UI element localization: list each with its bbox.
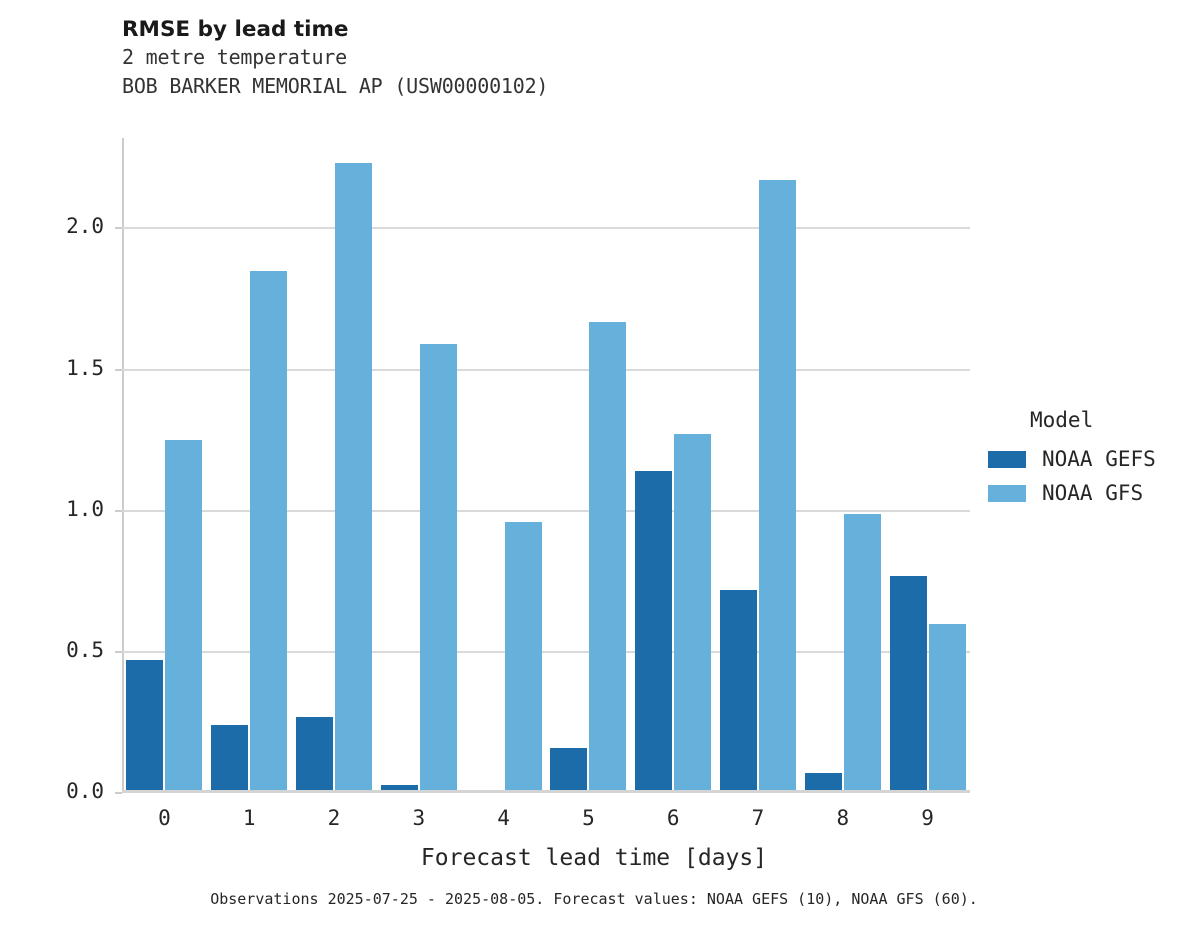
bar-group-day-9 xyxy=(885,138,970,793)
bar-noaa-gefs-day-6[interactable] xyxy=(635,471,673,793)
bar-group-day-4 xyxy=(461,138,546,793)
plot-area xyxy=(122,138,970,793)
y-tick-label-0.5: 0.5 xyxy=(66,637,104,662)
legend: Model NOAA GEFS NOAA GFS xyxy=(988,408,1156,512)
bar-noaa-gfs-day-4[interactable] xyxy=(504,521,542,793)
page-title: RMSE by lead time xyxy=(122,17,349,42)
y-tick-mark-2.0 xyxy=(115,227,122,230)
gridline-2.0 xyxy=(122,227,970,230)
bar-noaa-gfs-day-9[interactable] xyxy=(928,623,966,793)
bar-noaa-gfs-day-1[interactable] xyxy=(250,270,288,793)
y-tick-mark-1.5 xyxy=(115,368,122,371)
legend-item-noaa-gefs[interactable]: NOAA GEFS xyxy=(988,444,1156,474)
chart-subtitle-station: BOB BARKER MEMORIAL AP (USW00000102) xyxy=(122,73,549,98)
y-axis-spine xyxy=(122,138,124,793)
bar-noaa-gfs-day-7[interactable] xyxy=(758,180,796,793)
x-axis-label: Forecast lead time [days] xyxy=(420,845,768,871)
bar-noaa-gefs-day-1[interactable] xyxy=(211,725,249,793)
y-tick-mark-0.0 xyxy=(115,792,122,794)
bar-group-day-1 xyxy=(207,138,292,793)
y-tick-label-2.0: 2.0 xyxy=(66,214,104,239)
y-tick-mark-1.0 xyxy=(115,509,122,512)
legend-item-noaa-gfs[interactable]: NOAA GFS xyxy=(988,478,1156,508)
bar-noaa-gfs-day-5[interactable] xyxy=(589,321,627,793)
chart-titles: RMSE by lead time 2 metre temperature BO… xyxy=(122,17,549,101)
x-axis-spine xyxy=(122,790,970,793)
bar-noaa-gfs-day-8[interactable] xyxy=(843,513,881,793)
legend-items: NOAA GEFS NOAA GFS xyxy=(988,444,1156,508)
x-tick-label-5: 5 xyxy=(582,806,595,830)
x-tick-label-4: 4 xyxy=(497,806,510,830)
x-tick-label-9: 9 xyxy=(921,806,934,830)
gridline-1.5 xyxy=(122,368,970,371)
y-tick-mark-0.5 xyxy=(115,650,122,653)
bar-noaa-gfs-day-2[interactable] xyxy=(334,163,372,793)
gridline-0.5 xyxy=(122,650,970,653)
y-tick-label-0.0: 0.0 xyxy=(66,779,104,803)
legend-item-label: NOAA GEFS xyxy=(1042,447,1156,471)
bar-noaa-gfs-day-0[interactable] xyxy=(165,440,203,793)
chart-subtitle-variable: 2 metre temperature xyxy=(122,44,347,69)
bar-group-day-0 xyxy=(122,138,207,793)
gridline-1.0 xyxy=(122,509,970,512)
x-tick-label-2: 2 xyxy=(327,806,341,830)
bar-group-day-8 xyxy=(800,138,885,793)
bar-noaa-gfs-day-6[interactable] xyxy=(674,434,712,793)
bar-noaa-gfs-day-3[interactable] xyxy=(419,344,457,793)
legend-item-label: NOAA GFS xyxy=(1042,481,1144,505)
legend-title: Model xyxy=(1030,408,1094,432)
x-tick-label-8: 8 xyxy=(836,806,850,830)
x-tick-label-7: 7 xyxy=(751,806,765,830)
y-tick-label-1.0: 1.0 xyxy=(66,496,104,521)
legend-swatch-icon-gefs xyxy=(988,450,1026,468)
x-tick-label-1: 1 xyxy=(242,806,256,830)
bar-series-container xyxy=(122,138,970,793)
bar-noaa-gefs-day-0[interactable] xyxy=(126,660,164,793)
bar-group-day-3 xyxy=(376,138,461,793)
bar-group-day-2 xyxy=(292,138,377,793)
bar-noaa-gefs-day-3[interactable] xyxy=(380,784,418,793)
bar-noaa-gefs-day-8[interactable] xyxy=(804,773,842,793)
x-tick-label-0: 0 xyxy=(158,806,171,830)
bar-noaa-gefs-day-5[interactable] xyxy=(550,747,588,793)
bar-noaa-gefs-day-2[interactable] xyxy=(295,716,333,793)
footer-note: Observations 2025-07-25 - 2025-08-05. Fo… xyxy=(210,890,978,908)
bar-noaa-gefs-day-7[interactable] xyxy=(719,589,757,793)
x-tick-label-6: 6 xyxy=(666,806,680,830)
bar-noaa-gefs-day-9[interactable] xyxy=(889,575,927,793)
bar-group-day-6 xyxy=(631,138,716,793)
bar-group-day-7 xyxy=(716,138,801,793)
y-tick-label-1.5: 1.5 xyxy=(66,355,104,380)
x-tick-label-3: 3 xyxy=(412,806,426,830)
bar-group-day-5 xyxy=(546,138,631,793)
legend-swatch-icon-gfs xyxy=(988,484,1026,502)
